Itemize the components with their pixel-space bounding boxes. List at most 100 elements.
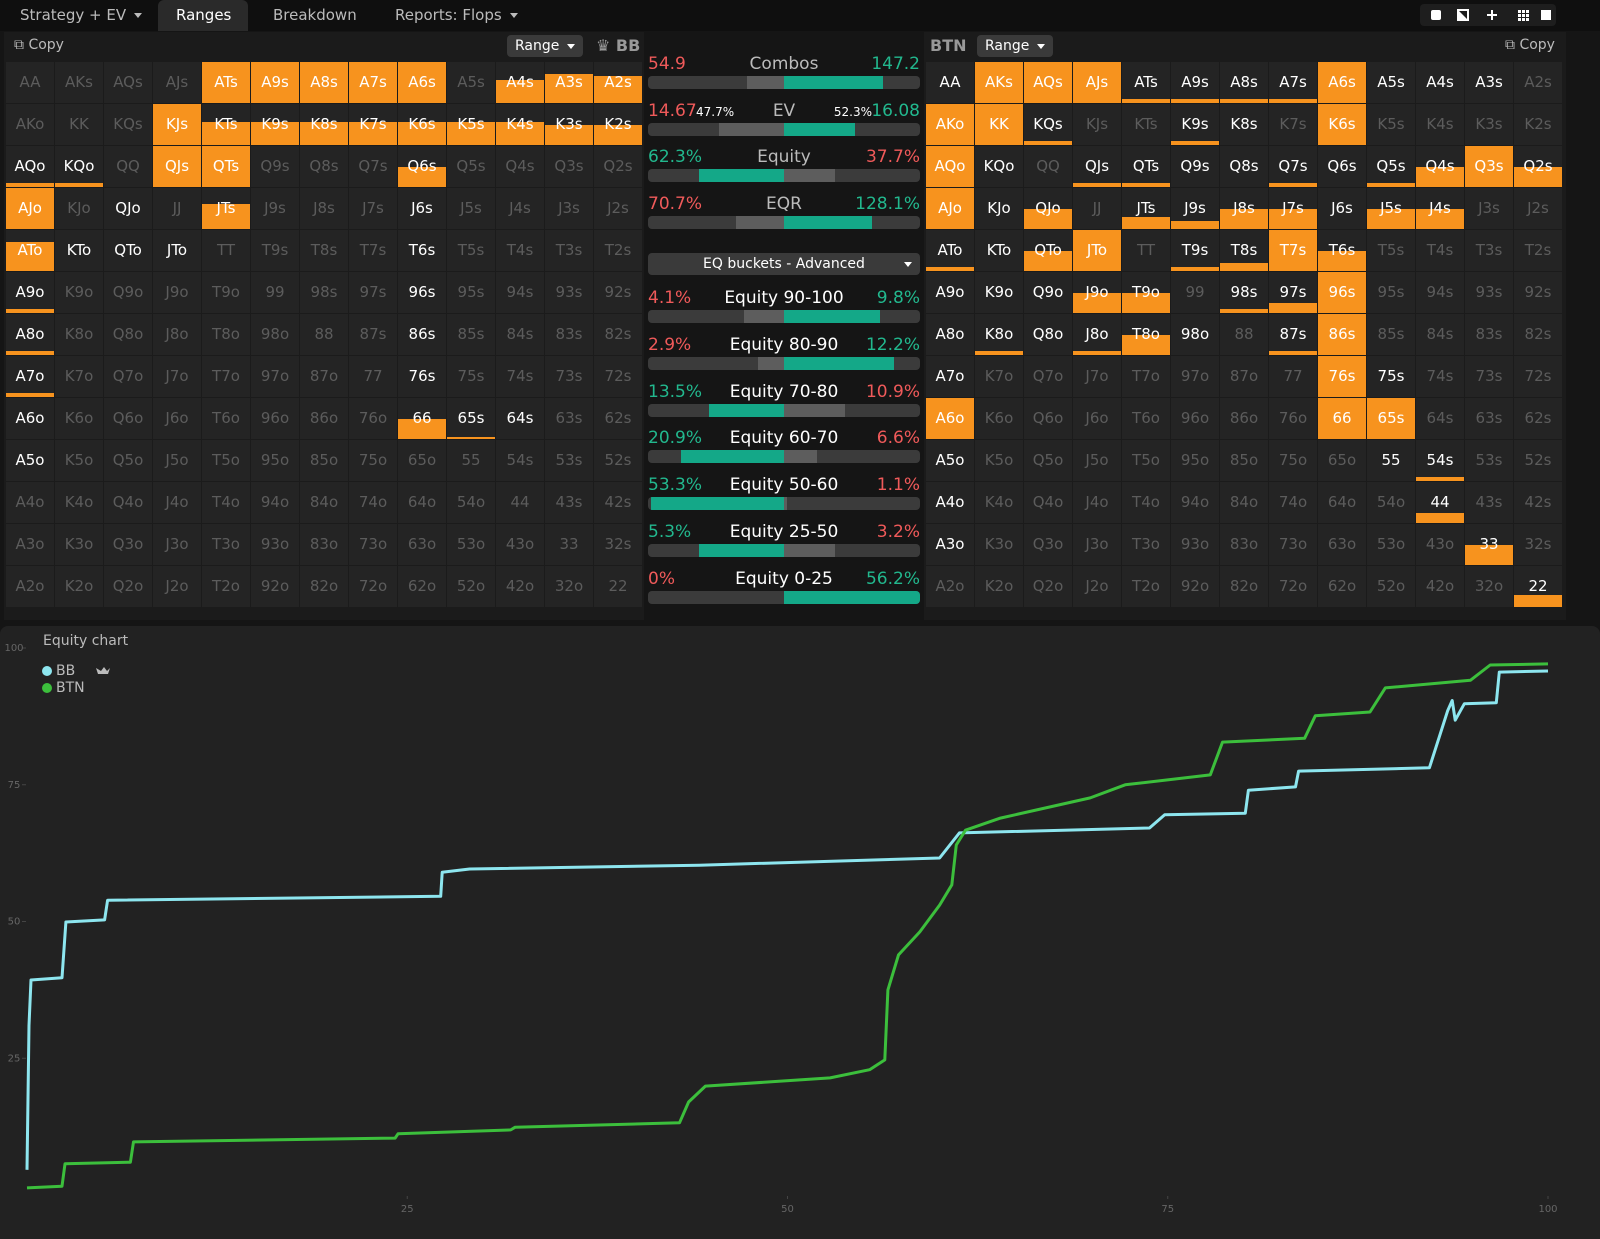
hand-label: Q3s	[1474, 157, 1504, 175]
frequency-bar	[300, 122, 348, 145]
hand-label: 84o	[1229, 493, 1259, 511]
copy-label: Copy	[28, 37, 64, 53]
hand-label: J8o	[165, 325, 189, 343]
hand-label: J2s	[607, 199, 629, 217]
eq-buckets-dropdown[interactable]: EQ buckets - Advanced	[648, 253, 920, 275]
hand-label: QTo	[1034, 241, 1062, 259]
hand-cell: J9s	[251, 188, 299, 229]
series-line	[26, 662, 1549, 1190]
hand-cell: J7s	[349, 188, 397, 229]
series-line	[25, 669, 1549, 1170]
stat-left-value: 5.3%	[648, 522, 692, 542]
frequency-bar	[975, 104, 1023, 145]
hand-label: J6o	[165, 409, 189, 427]
hand-cell: 95s	[1367, 272, 1415, 313]
hand-label: K8s	[310, 115, 338, 133]
frequency-bar	[1318, 104, 1366, 145]
stat-label: Equity 25-50	[729, 522, 839, 542]
tab[interactable]: Reports: Flops	[377, 0, 536, 31]
hand-cell: 33	[1465, 524, 1513, 565]
hand-label: KTs	[1134, 115, 1158, 133]
hand-cell: K3o	[55, 524, 103, 565]
hand-cell: J4o	[1073, 482, 1121, 523]
stat-right-value: 56.2%	[865, 568, 920, 589]
x-tick-label: 100	[1538, 1204, 1557, 1215]
frequency-bar	[6, 392, 54, 397]
range-dropdown[interactable]: Range	[977, 35, 1054, 57]
range-dropdown[interactable]: Range	[507, 35, 584, 57]
hand-label: 53s	[555, 451, 583, 469]
hand-cell: JTs	[202, 188, 250, 229]
hand-cell: 55	[1367, 440, 1415, 481]
hand-cell: 54o	[1367, 482, 1415, 523]
hand-cell: 75s	[447, 356, 495, 397]
hand-label: T3o	[212, 535, 240, 553]
hand-cell: Q8s	[300, 146, 348, 187]
frequency-bar	[496, 122, 544, 145]
hand-label: Q2s	[1523, 157, 1553, 175]
stat-bar-track	[648, 76, 920, 89]
hand-label: 83s	[1475, 325, 1503, 343]
toolbar-icons[interactable]	[1420, 4, 1596, 26]
hand-label: 42s	[604, 493, 632, 511]
hand-label: T8s	[310, 241, 338, 259]
hand-label: 53o	[1376, 535, 1406, 553]
hand-label: J6s	[1331, 199, 1353, 217]
hand-cell: 94s	[496, 272, 544, 313]
top-bar: Strategy + EV Ranges Breakdown Reports: …	[0, 0, 1600, 31]
hand-cell: 63s	[1465, 398, 1513, 439]
hand-cell: KTo	[55, 230, 103, 271]
stat-bar-track	[648, 450, 920, 464]
hand-label: T6s	[408, 241, 436, 259]
hand-cell: K6o	[55, 398, 103, 439]
frequency-bar	[496, 80, 544, 103]
copy-button[interactable]: ⧉ Copy	[1505, 37, 1555, 53]
hand-label: A4o	[935, 493, 965, 511]
hand-label: T2o	[1132, 577, 1160, 595]
hand-label: J8s	[1233, 199, 1255, 217]
tab[interactable]: Ranges	[158, 0, 248, 31]
hand-cell: 73s	[545, 356, 593, 397]
hand-label: 96o	[1180, 409, 1210, 427]
hand-cell: 33	[545, 524, 593, 565]
copy-button[interactable]: ⧉ Copy	[14, 37, 64, 53]
hand-label: J4s	[1429, 199, 1451, 217]
stat-bar	[699, 169, 784, 183]
hand-label: 53o	[456, 535, 486, 553]
hand-label: 98o	[260, 325, 290, 343]
frequency-bar	[1073, 230, 1121, 271]
tab[interactable]: Breakdown	[255, 0, 375, 31]
hand-cell: A8o	[926, 314, 974, 355]
frequency-bar	[153, 146, 201, 187]
hand-cell: 53o	[1367, 524, 1415, 565]
hand-cell: 66	[398, 398, 446, 439]
hand-cell: QTo	[104, 230, 152, 271]
hand-label: KTs	[214, 115, 238, 133]
hand-label: K4o	[984, 493, 1014, 511]
hand-label: 85o	[1229, 451, 1259, 469]
hand-label: 73s	[1475, 367, 1503, 385]
hand-label: 32o	[554, 577, 584, 595]
hand-label: T7o	[212, 367, 240, 385]
hand-label: 72s	[1524, 367, 1552, 385]
hand-cell: J5s	[1367, 188, 1415, 229]
frequency-bar	[447, 436, 495, 439]
frequency-bar	[1122, 216, 1170, 229]
hand-label: 63s	[1475, 409, 1503, 427]
stat-bar	[784, 450, 817, 464]
hand-label: Q3o	[1032, 535, 1064, 553]
hand-label: 64s	[506, 409, 534, 427]
hand-label: K4o	[64, 493, 94, 511]
hand-cell: 65o	[398, 440, 446, 481]
hand-cell: J2s	[1514, 188, 1562, 229]
hand-label: T6o	[212, 409, 240, 427]
hand-cell: QQ	[1024, 146, 1072, 187]
hand-cell: 54s	[496, 440, 544, 481]
hand-cell: 82o	[1220, 566, 1268, 607]
hand-cell: J5o	[153, 440, 201, 481]
hand-cell: J9s	[1171, 188, 1219, 229]
hand-label: K9s	[1181, 115, 1209, 133]
share-label: 52.3%	[833, 104, 872, 119]
tab[interactable]: Strategy + EV	[2, 0, 160, 31]
hand-cell: 96o	[1171, 398, 1219, 439]
